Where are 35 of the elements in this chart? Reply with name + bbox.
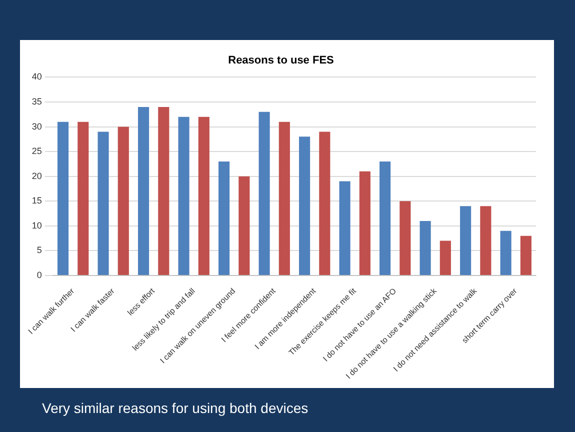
bar xyxy=(520,236,532,275)
bar xyxy=(178,116,190,275)
y-tick-label: 35 xyxy=(32,96,42,106)
bar xyxy=(500,230,512,275)
bar xyxy=(238,176,250,275)
y-tick-label: 15 xyxy=(32,196,42,206)
y-tick-label: 0 xyxy=(36,270,42,280)
bar xyxy=(158,106,170,275)
bar xyxy=(339,181,350,275)
bar xyxy=(78,122,89,275)
y-tick-label: 5 xyxy=(36,245,42,256)
bar xyxy=(278,122,290,275)
bar xyxy=(460,206,472,275)
bar xyxy=(138,106,150,275)
y-tick-label: 30 xyxy=(32,121,42,132)
bar xyxy=(118,126,129,275)
bar xyxy=(380,161,391,275)
bar xyxy=(258,112,270,275)
bar xyxy=(299,136,310,275)
bar xyxy=(198,116,210,275)
text: Very similar reasons for using both devices xyxy=(42,400,308,416)
bar xyxy=(359,171,370,275)
y-tick-label: 10 xyxy=(32,220,42,230)
bar xyxy=(420,220,431,275)
y-tick-label: 40 xyxy=(32,72,42,82)
bar xyxy=(319,132,330,275)
y-tick-label: 25 xyxy=(32,146,42,156)
y-tick-label: 20 xyxy=(32,170,42,181)
bar xyxy=(440,240,451,275)
bar xyxy=(400,201,411,275)
chart-title: Reasons to use FES xyxy=(228,54,334,67)
bar xyxy=(57,122,69,275)
bar xyxy=(480,206,492,275)
bar xyxy=(98,132,109,275)
bar xyxy=(218,161,230,275)
